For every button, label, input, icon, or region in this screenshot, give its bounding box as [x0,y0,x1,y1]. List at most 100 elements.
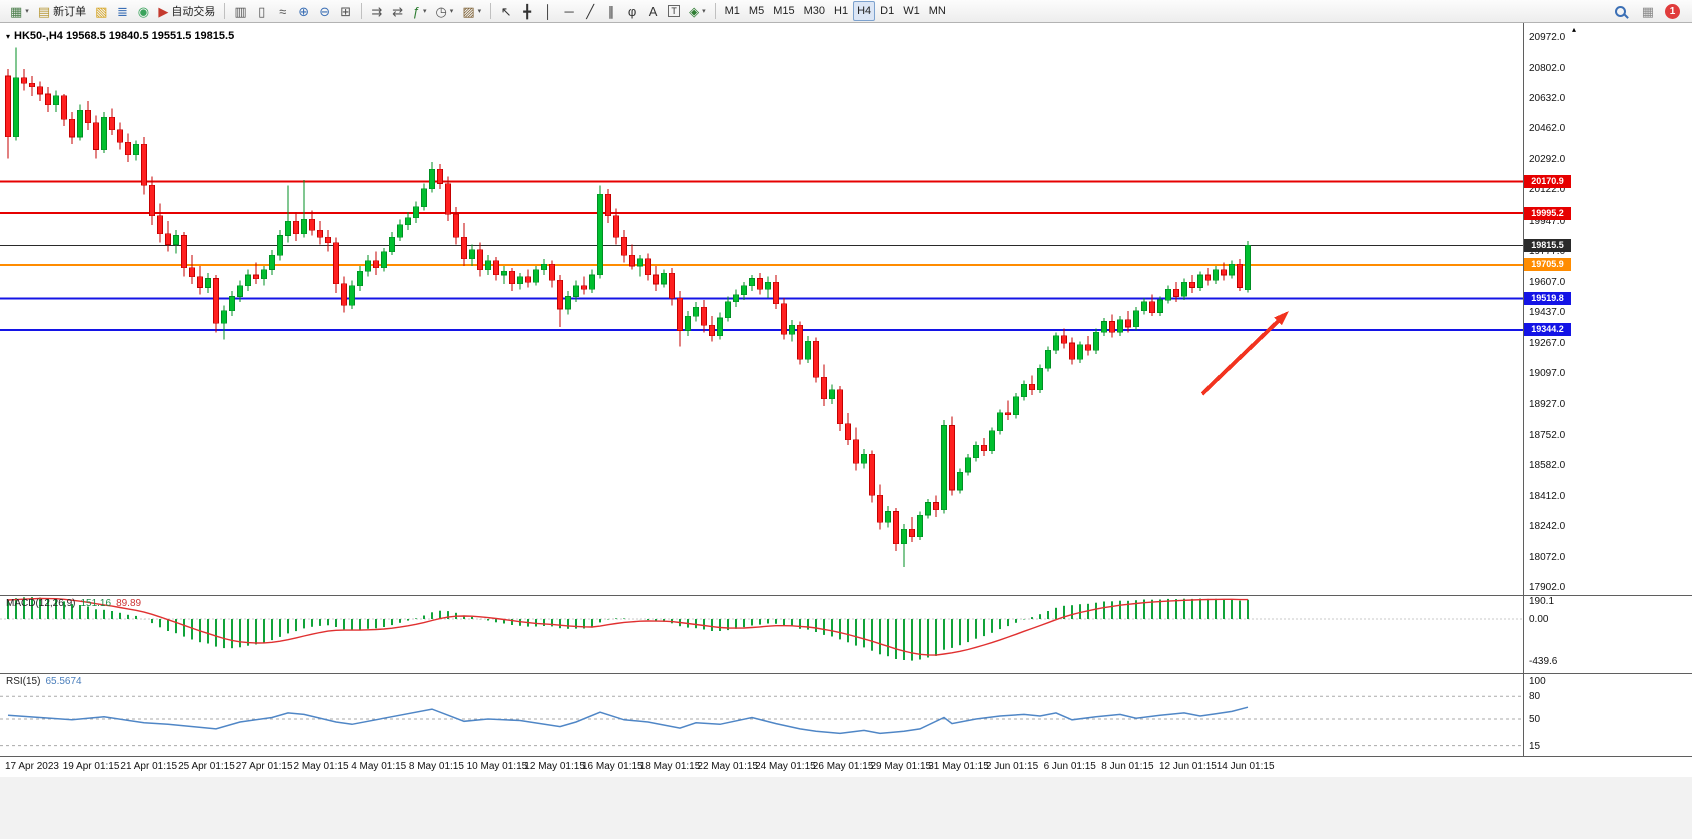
candle [373,260,379,269]
horizontal-line-button[interactable]: ─ [559,1,579,21]
chart-shift-icon: ⇄ [392,3,404,19]
search-icon [1615,5,1627,17]
candle [997,412,1003,432]
channel-button[interactable]: ∥ [601,1,621,21]
candle [101,117,107,150]
candle [493,260,499,276]
text-label-button[interactable]: T [664,1,684,21]
line-chart-button[interactable]: ≈ [273,1,293,21]
candle [269,254,275,270]
price-axis-label: 18072.0 [1529,551,1566,563]
candlestick-chart-button[interactable]: ▯ [252,1,272,21]
rsi-axis-label: 80 [1529,691,1541,703]
candle [1141,301,1147,312]
panel-separator[interactable] [0,595,1692,596]
candle [957,471,963,491]
timeframe-h4-button[interactable]: H4 [853,1,876,21]
new-order-button[interactable]: ▤ 新订单 [34,1,90,21]
indicators-button[interactable]: ƒ ▾ [409,1,431,21]
candle [701,306,707,326]
candle [605,194,611,217]
rsi-name: RSI(15) [6,676,41,687]
candle [389,237,395,252]
candle [141,143,147,186]
zoom-in-button[interactable]: ⊕ [294,1,314,21]
price-axis-label: 18242.0 [1529,521,1566,533]
templates-button[interactable]: ▨ ▾ [458,1,485,21]
arrows-button[interactable]: ◈ ▾ [685,1,710,21]
fibonacci-button[interactable]: φ [622,1,642,21]
candle [1061,335,1067,344]
candle [1069,342,1075,360]
chart-title-text: HK50-,H4 19568.5 19840.5 19551.5 19815.5 [14,30,235,42]
timeframe-h4-button-label: H4 [857,5,872,17]
price-axis-label: 20462.0 [1529,123,1566,135]
timeframe-m30-button[interactable]: M30 [800,1,829,21]
macd-axis-label: -439.6 [1529,655,1558,667]
time-axis-label: 4 May 01:15 [351,761,407,772]
trendline-button[interactable]: ╱ [580,1,600,21]
macd-name: MACD(12,26,9) [6,598,76,609]
macd-axis[interactable]: 190.1 0.00 -439.6 [1524,596,1692,673]
community-button[interactable]: ◉ [133,1,153,21]
candle [453,213,459,238]
trend-arrow-line[interactable] [1200,315,1285,396]
candle [317,229,323,238]
periods-button[interactable]: ◷ ▾ [431,1,457,21]
market-watch-button[interactable]: ≣ [112,1,132,21]
timeframe-m1-button[interactable]: M1 [721,1,744,21]
text-button[interactable]: A [643,1,663,21]
time-axis[interactable]: 17 Apr 2023 19 Apr 01:15 21 Apr 01:15 25 Ap… [0,757,1692,777]
time-axis-label: 21 Apr 01:15 [120,761,178,772]
toolbar-right: ▦ 1 [1611,1,1686,21]
candle [1149,301,1155,313]
time-axis-label: 29 May 01:15 [870,761,932,772]
candle [973,444,979,459]
timeframe-d1-button[interactable]: D1 [876,1,898,21]
bar-chart-button[interactable]: ▥ [230,1,250,21]
candlestick-chart-icon: ▯ [258,3,266,19]
panel-separator[interactable] [0,673,1692,674]
chart-shift-button[interactable]: ⇄ [388,1,408,21]
notifications-badge[interactable]: 1 [1665,3,1680,19]
rsi-value: 65.5674 [45,676,82,687]
panel-separator[interactable] [0,756,1692,757]
candle [1053,335,1059,351]
profiles-button[interactable]: ▧ [91,1,111,21]
timeframe-m15-button[interactable]: M15 [769,1,798,21]
timeframe-m5-button[interactable]: M5 [745,1,768,21]
candle [1085,344,1091,351]
periods-icon: ◷ [435,3,447,19]
candle [1221,269,1227,276]
price-axis-label: 19267.0 [1529,337,1566,349]
candlestick-chart[interactable] [0,23,1523,595]
macd-chart[interactable] [0,596,1523,673]
auto-scroll-button[interactable]: ⇉ [367,1,387,21]
timeframe-w1-button[interactable]: W1 [899,1,924,21]
rsi-axis[interactable]: 100 80 50 15 [1524,674,1692,756]
price-axis[interactable]: 20972.0 20802.0 20632.0 20462.0 20292.0 20122… [1524,23,1692,595]
chart-shift-marker-icon[interactable]: ▴ [1572,25,1577,34]
candle [613,215,619,238]
auto-trading-button[interactable]: ▶ 自动交易 [154,1,219,21]
new-chart-button[interactable]: ▦ ▾ [6,1,33,21]
crosshair-button[interactable]: ╋ [517,1,537,21]
vertical-line-button[interactable]: │ [538,1,558,21]
candle [157,215,163,235]
zoom-out-button[interactable]: ⊖ [315,1,335,21]
time-axis-label: 2 Jun 01:15 [985,761,1039,772]
search-button[interactable] [1611,1,1631,21]
tile-windows-icon: ⊞ [340,3,352,19]
timeframe-mn-button[interactable]: MN [925,1,950,21]
cursor-button[interactable]: ↖ [496,1,516,21]
tile-windows-button[interactable]: ⊞ [336,1,356,21]
timeframe-h1-button[interactable]: H1 [830,1,852,21]
candle [965,457,971,473]
templates-icon: ▨ [462,3,475,19]
time-axis-label: 8 Jun 01:15 [1101,761,1154,772]
panels-button[interactable]: ▦ [1638,1,1658,21]
rsi-chart[interactable] [0,674,1523,756]
candle [293,220,299,234]
candle [197,276,203,288]
new-order-icon: ▤ [37,3,51,19]
